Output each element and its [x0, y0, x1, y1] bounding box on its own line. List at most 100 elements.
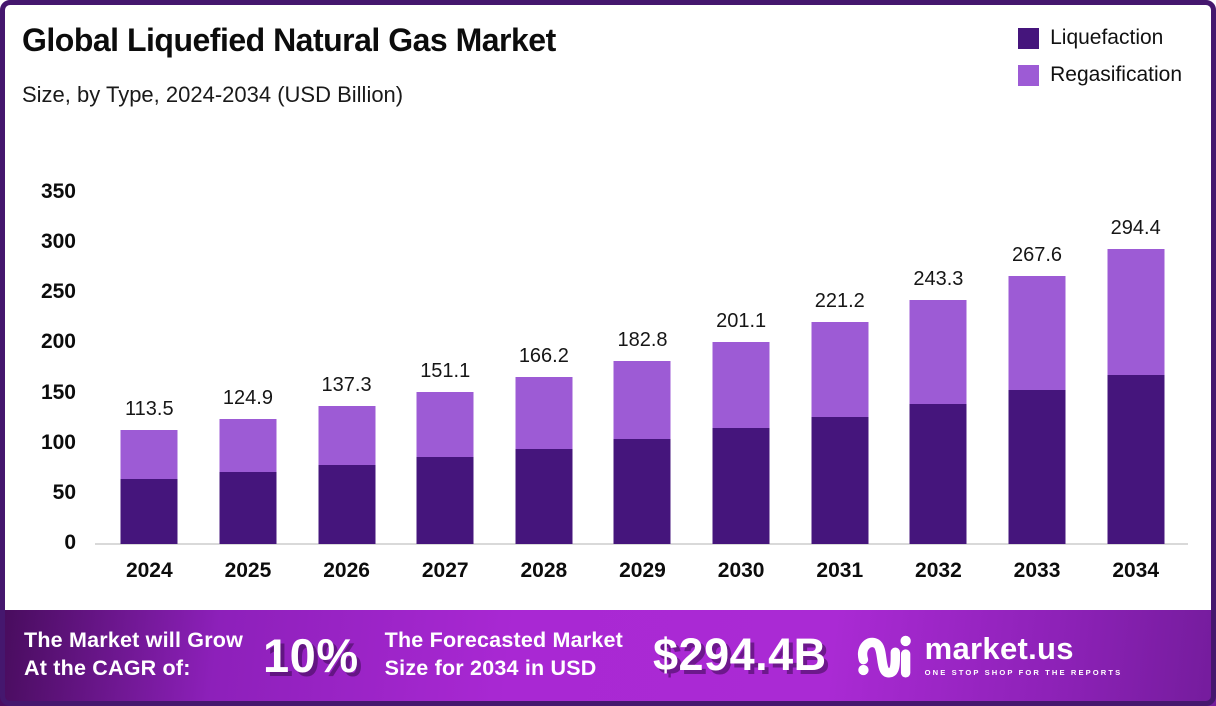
cagr-label: The Market will Grow At the CAGR of:: [24, 627, 243, 683]
bar-total-label: 201.1: [716, 310, 767, 333]
cagr-label-line1: The Market will Grow: [24, 628, 244, 653]
stacked-bar: [909, 300, 967, 544]
bar-total-label: 137.3: [321, 374, 372, 397]
y-tick-label: 100: [40, 430, 76, 454]
bar-segment-regasification: [219, 418, 277, 473]
stacked-bar: [811, 322, 869, 544]
bar-segment-regasification: [1008, 275, 1066, 391]
bar-segment-regasification: [811, 322, 869, 417]
legend-item-liquefaction: Liquefaction: [1018, 26, 1182, 50]
y-tick-label: 50: [52, 480, 76, 504]
forecast-label-line2: Size for 2034 in USD: [384, 656, 597, 680]
bar-group-2027: 151.1 2027: [396, 185, 495, 582]
bar-group-2024: 113.5 2024: [100, 185, 199, 582]
stacked-bar: [416, 392, 474, 544]
bar-group-2030: 201.1 2030: [692, 185, 791, 582]
bar-segment-liquefaction: [219, 472, 277, 544]
legend-label: Liquefaction: [1050, 26, 1164, 49]
x-tick-label: 2025: [224, 559, 272, 582]
y-tick-label: 200: [40, 330, 76, 354]
brand-tagline: ONE STOP SHOP FOR THE REPORTS: [924, 668, 1123, 677]
bar-segment-regasification: [318, 406, 376, 466]
bar-segment-regasification: [515, 377, 573, 449]
bar-segment-liquefaction: [318, 465, 376, 544]
bar-segment-liquefaction: [613, 439, 671, 544]
y-tick-label: 250: [40, 280, 76, 304]
bar-segment-regasification: [613, 360, 671, 439]
page-subtitle: Size, by Type, 2024-2034 (USD Billion): [22, 82, 404, 107]
stacked-bar: [515, 377, 573, 544]
cagr-label-line2: At the CAGR of:: [24, 656, 191, 680]
bar-segment-liquefaction: [120, 478, 178, 544]
bar-segment-liquefaction: [909, 404, 967, 544]
x-tick-label: 2034: [1112, 559, 1160, 582]
y-tick-label: 0: [64, 531, 76, 554]
bar-segment-liquefaction: [811, 416, 869, 544]
bar-total-label: 267.6: [1012, 243, 1063, 266]
stacked-bar: [318, 406, 376, 544]
forecast-label: The Forecasted Market Size for 2034 in U…: [385, 627, 623, 683]
x-tick-label: 2028: [520, 559, 568, 582]
bar-segment-regasification: [1107, 248, 1165, 375]
bar-total-label: 182.8: [617, 328, 668, 351]
stacked-bar: [120, 430, 178, 544]
bar-total-label: 113.5: [125, 398, 174, 421]
marketus-logo-icon: [857, 635, 911, 678]
stacked-bar: [1008, 275, 1066, 544]
bar-group-2025: 124.9 2025: [199, 185, 298, 582]
y-tick-label: 150: [40, 380, 76, 404]
y-axis: 0 50 100 150 200 250 300 350: [0, 180, 76, 554]
bar-group-2028: 166.2 2028: [495, 185, 594, 582]
bar-group-2026: 137.3 2026: [297, 185, 396, 582]
bar-segment-regasification: [909, 300, 967, 405]
bar-segment-liquefaction: [712, 428, 770, 544]
bar-segment-liquefaction: [1107, 374, 1165, 544]
bar-total-label: 166.2: [518, 345, 569, 368]
banner: The Market will Grow At the CAGR of: 10%…: [0, 610, 1216, 706]
legend-item-regasification: Regasification: [1018, 63, 1182, 87]
y-tick-label: 300: [40, 230, 76, 254]
bar-group-2031: 221.2 2031: [790, 185, 889, 582]
bar-total-label: 151.1: [420, 360, 471, 383]
x-tick-label: 2024: [125, 559, 173, 582]
x-tick-label: 2032: [915, 559, 962, 582]
forecast-value: $294.4B: [653, 629, 827, 680]
bar-segment-regasification: [416, 392, 474, 458]
bar-total-label: 294.4: [1110, 216, 1161, 239]
x-tick-label: 2027: [421, 559, 469, 582]
brand-name: market.us: [924, 631, 1074, 666]
bar-total-label: 124.9: [222, 386, 273, 409]
legend: Liquefaction Regasification: [1018, 26, 1182, 87]
stacked-bar: [613, 360, 671, 544]
bar-total-label: 221.2: [814, 290, 865, 313]
x-tick-label: 2031: [816, 559, 864, 582]
cagr-value: 10%: [263, 628, 359, 682]
bar-segment-liquefaction: [1008, 390, 1066, 544]
x-tick-label: 2029: [619, 559, 666, 582]
legend-label: Regasification: [1050, 63, 1182, 86]
plot-area: 113.5 2024 124.9 2025 137.3 2026 151.1 2027 166.…: [100, 185, 1185, 582]
x-axis-line: [95, 543, 1188, 545]
bar-group-2033: 267.6 2033: [988, 185, 1087, 582]
x-tick-label: 2026: [323, 559, 370, 582]
x-tick-label: 2030: [717, 559, 765, 582]
x-tick-label: 2033: [1013, 559, 1061, 582]
stacked-bar: [219, 418, 277, 544]
brand-text: market.us ONE STOP SHOP FOR THE REPORTS: [925, 633, 1123, 677]
bar-total-label: 243.3: [913, 268, 964, 291]
brand-logo: market.us ONE STOP SHOP FOR THE REPORTS: [855, 631, 1123, 679]
stacked-bar: [1107, 248, 1165, 544]
forecast-label-line1: The Forecasted Market: [384, 628, 624, 653]
bar-segment-regasification: [120, 430, 178, 479]
regasification-swatch-icon: [1018, 64, 1040, 86]
bar-segment-liquefaction: [416, 457, 474, 544]
bar-group-2029: 182.8 2029: [593, 185, 692, 582]
page-title: Global Liquefied Natural Gas Market: [22, 22, 556, 58]
bar-group-2032: 243.3 2032: [889, 185, 988, 582]
bar-group-2034: 294.4 2034: [1086, 185, 1185, 582]
bar-segment-regasification: [712, 342, 770, 429]
liquefaction-swatch-icon: [1018, 27, 1040, 49]
stacked-bar: [712, 342, 770, 544]
y-tick-label: 350: [40, 180, 76, 203]
